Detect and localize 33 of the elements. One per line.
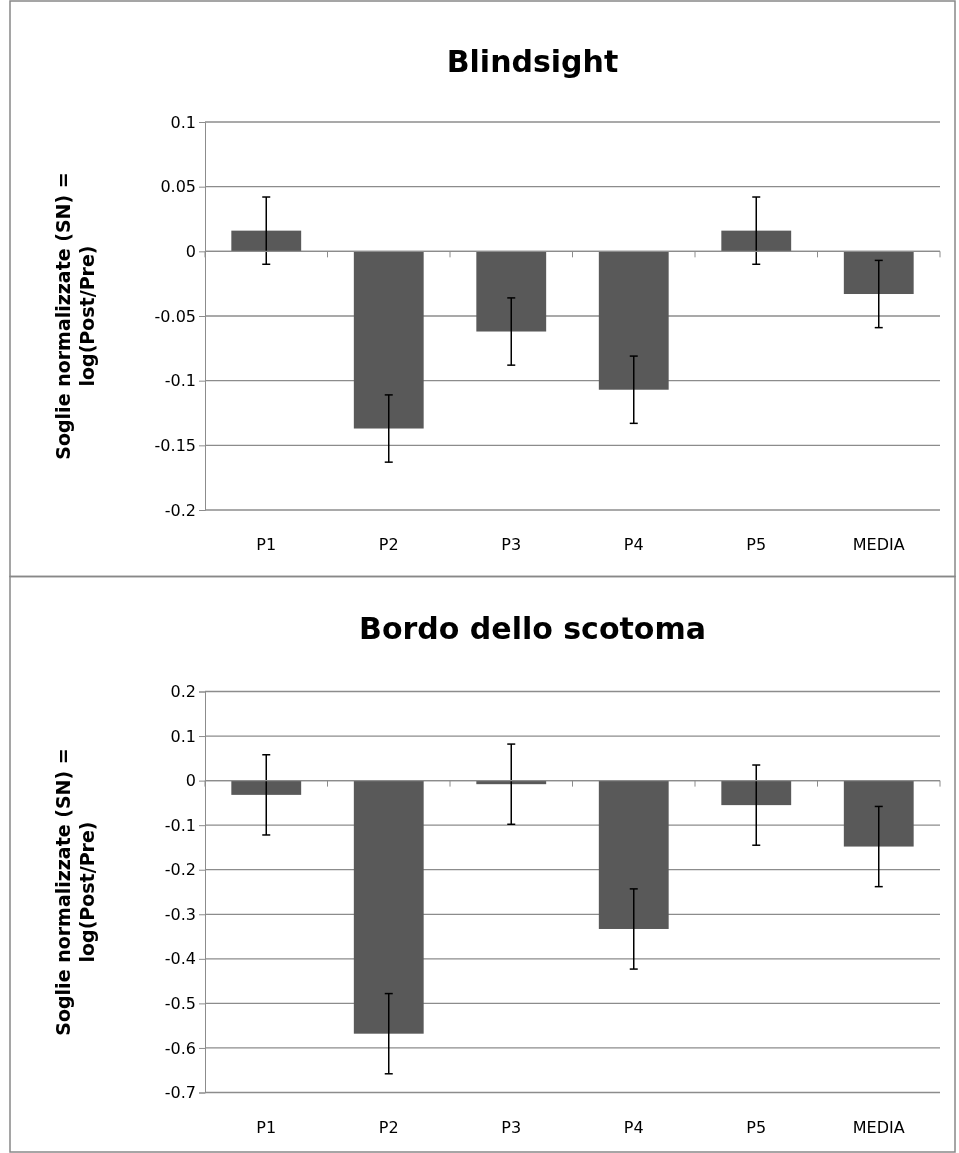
x-tick-label: P1 [256, 1117, 277, 1137]
y-tick-label: -0.7 [164, 1083, 196, 1103]
x-tick-label: P2 [378, 535, 399, 554]
x-tick-label: P4 [623, 1117, 644, 1137]
y-tick-label: 0 [185, 771, 196, 791]
y-axis-title: Soglie normalizzate (SN) = log(Post/Pre) [52, 748, 98, 1036]
y-tick-label: -0.5 [164, 994, 196, 1014]
y-tick-label: -0.2 [164, 500, 196, 520]
y-tick-label: -0.6 [164, 1038, 196, 1058]
y-tick-label: 0 [185, 241, 196, 261]
y-tick-label: -0.3 [164, 904, 196, 924]
x-tick-label: P5 [746, 1117, 767, 1137]
y-tick-label: -0.15 [154, 435, 196, 455]
y-tick-label: -0.05 [154, 306, 196, 326]
x-tick-label: P2 [378, 1117, 399, 1137]
x-tick-label: P3 [501, 1117, 522, 1137]
y-tick-label: -0.1 [164, 815, 196, 835]
y-tick-label: -0.4 [164, 949, 196, 969]
x-tick-label: P5 [746, 535, 767, 554]
x-tick-label: P3 [501, 535, 522, 554]
y-tick-label: 0.1 [170, 726, 196, 746]
x-tick-label: P4 [623, 535, 644, 554]
y-tick-label: -0.2 [164, 860, 196, 880]
y-tick-label: -0.1 [164, 371, 196, 391]
y-tick-label: 0.2 [170, 682, 196, 702]
chart-title: Bordo dello scotoma [359, 610, 706, 646]
x-tick-label: P1 [256, 535, 277, 554]
x-tick-label: MEDIA [852, 535, 905, 554]
chart-title: Blindsight [446, 44, 619, 79]
x-tick-label: MEDIA [852, 1117, 905, 1137]
y-tick-label: 0.05 [160, 177, 196, 197]
y-tick-label: 0.1 [170, 112, 196, 132]
y-axis-title: Soglie normalizzate (SN) = log(Post/Pre) [52, 172, 98, 460]
